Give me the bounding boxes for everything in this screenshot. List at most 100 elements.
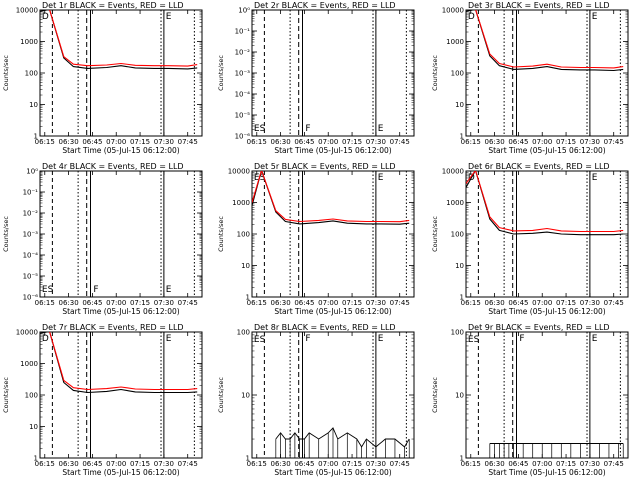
y-tick-label: 10 (455, 392, 464, 400)
x-tick-label: 07:45 (390, 138, 410, 146)
y-axis-label: Counts/sec (2, 377, 10, 413)
series-group (489, 443, 624, 458)
y-axis-label: Counts/sec (217, 377, 225, 413)
x-axis-label: Start Time (05-Jul-15 06:12:00) (274, 468, 391, 477)
y-tick-label: 10⁻¹ (235, 28, 251, 36)
y-tick-label: 10⁻³ (23, 231, 39, 239)
plot-frame (39, 9, 203, 137)
x-tick-label: 07:15 (342, 460, 362, 468)
events-series-line (40, 10, 198, 70)
y-tick-label: 10 (241, 392, 250, 400)
x-tick-label: 06:45 (508, 460, 528, 468)
x-tick-label: 07:00 (318, 138, 338, 146)
y-tick-label: 1000 (232, 199, 250, 207)
panel-7: Det 7r BLACK = Events, RED = LLD Counts/s… (2, 323, 203, 477)
x-tick-label: 06:15 (247, 138, 267, 146)
panel-4: Det 4r BLACK = Events, RED = LLD Counts/s… (2, 162, 203, 316)
lld-series-line (49, 332, 198, 391)
y-tick-label: 100 (25, 70, 38, 78)
interval-marker-label: E (166, 285, 172, 295)
plot-frame (39, 170, 203, 298)
y-axis-label: Counts/sec (217, 55, 225, 91)
x-tick-label: 07:30 (154, 138, 174, 146)
plot-frame (251, 170, 415, 298)
y-tick-label: 10000 (442, 7, 464, 15)
interval-marker-label: E (378, 173, 384, 183)
y-tick-label: 1 (460, 133, 464, 141)
x-tick-label: 06:15 (247, 460, 267, 468)
x-tick-label: 07:00 (532, 460, 552, 468)
x-tick-label: 07:45 (178, 460, 198, 468)
y-tick-label: 100 (451, 70, 464, 78)
x-tick-label: 06:45 (294, 460, 314, 468)
plot-frame (251, 9, 415, 137)
events-series-line (40, 332, 198, 394)
x-tick-label: 07:30 (366, 138, 386, 146)
x-tick-label: 07:30 (366, 299, 386, 307)
x-axis-label: Start Time (05-Jul-15 06:12:00) (274, 307, 391, 316)
y-tick-label: 10⁰ (26, 168, 38, 176)
interval-marker-label: E (166, 334, 172, 344)
x-tick-label: 06:30 (58, 460, 78, 468)
y-tick-label: 10000 (442, 168, 464, 176)
x-tick-label: 06:30 (58, 299, 78, 307)
y-tick-label: 1 (34, 133, 38, 141)
panel-title: Det 1r BLACK = Events, RED = LLD (42, 1, 184, 10)
x-tick-label: 07:15 (130, 460, 150, 468)
interval-marker-label: E (592, 334, 598, 344)
x-axis-label: Start Time (05-Jul-15 06:12:00) (62, 468, 179, 477)
x-tick-label: 06:30 (270, 460, 290, 468)
y-axis-label: Counts/sec (217, 216, 225, 252)
interval-marker-label: F (519, 334, 524, 344)
x-tick-label: 07:45 (178, 299, 198, 307)
interval-marker-label: E (592, 173, 598, 183)
x-tick-label: 06:30 (58, 138, 78, 146)
y-axis-label: Counts/sec (431, 216, 439, 252)
x-tick-label: 07:45 (390, 299, 410, 307)
y-tick-label: 10⁻⁶ (235, 133, 251, 141)
x-tick-label: 06:45 (82, 299, 102, 307)
panel-title: Det 7r BLACK = Events, RED = LLD (42, 323, 184, 332)
x-tick-label: 07:30 (580, 460, 600, 468)
events-series-line (252, 171, 410, 225)
lld-series-line (475, 10, 624, 69)
x-axis-label: Start Time (05-Jul-15 06:12:00) (488, 468, 605, 477)
x-tick-label: 07:00 (106, 460, 126, 468)
events-series-line (466, 171, 624, 236)
plot-frame (465, 9, 629, 137)
x-tick-label: 06:30 (484, 138, 504, 146)
x-tick-label: 07:45 (604, 460, 624, 468)
interval-marker-label: F (93, 285, 98, 295)
x-tick-label: 07:00 (532, 299, 552, 307)
series-group (252, 171, 410, 225)
y-tick-label: 10 (29, 423, 38, 431)
y-tick-label: 1000 (446, 38, 464, 46)
x-tick-label: 06:45 (294, 138, 314, 146)
series-group (275, 427, 410, 458)
y-axis-label: Counts/sec (431, 377, 439, 413)
events-series-line (275, 427, 410, 448)
x-tick-label: 06:45 (82, 460, 102, 468)
x-tick-label: 06:30 (484, 299, 504, 307)
y-tick-label: 100 (451, 329, 464, 337)
lld-series-line (49, 10, 198, 67)
panel-title: Det 4r BLACK = Events, RED = LLD (42, 162, 184, 171)
panel-1: Det 1r BLACK = Events, RED = LLD Counts/s… (2, 1, 203, 155)
y-tick-label: 10⁻⁴ (235, 91, 251, 99)
panel-title: Det 2r BLACK = Events, RED = LLD (254, 1, 396, 10)
x-tick-label: 07:45 (178, 138, 198, 146)
y-tick-label: 100 (451, 231, 464, 239)
panel-5: Det 5r BLACK = Events, RED = LLD Counts/s… (217, 162, 415, 316)
panel-title: Det 5r BLACK = Events, RED = LLD (254, 162, 396, 171)
panel-6: Det 6r BLACK = Events, RED = LLD Counts/s… (431, 162, 629, 316)
interval-marker-label: ES (468, 335, 480, 345)
x-tick-label: 06:30 (270, 299, 290, 307)
y-tick-label: 100 (25, 392, 38, 400)
y-axis-label: Counts/sec (2, 55, 10, 91)
x-tick-label: 07:45 (390, 460, 410, 468)
interval-marker-label: F (305, 334, 310, 344)
y-tick-label: 10⁻¹ (23, 189, 39, 197)
x-tick-label: 06:45 (508, 138, 528, 146)
y-tick-label: 1 (246, 294, 250, 302)
